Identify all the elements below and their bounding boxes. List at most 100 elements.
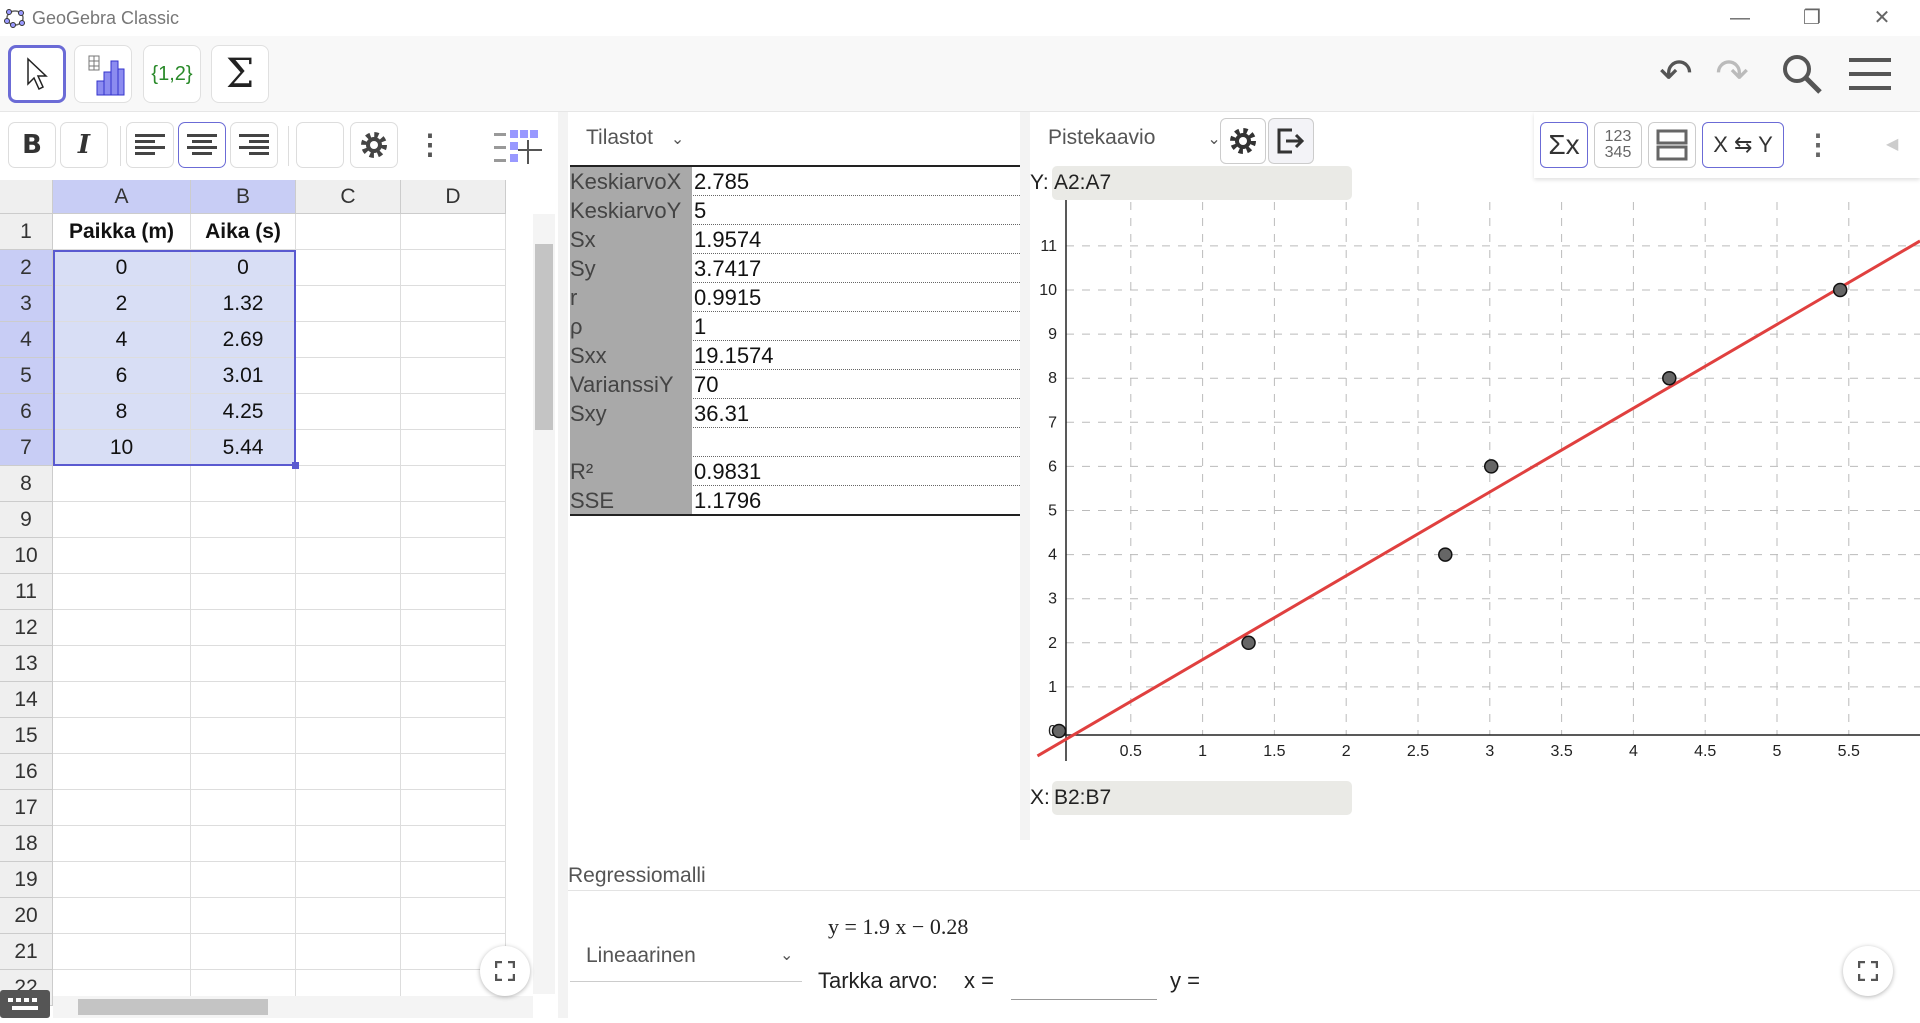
table-cell[interactable] [401, 430, 506, 466]
table-cell[interactable]: 10 [53, 430, 191, 466]
x-value-input[interactable] [1011, 966, 1157, 1000]
table-cell[interactable] [191, 502, 296, 538]
table-cell[interactable] [296, 502, 401, 538]
table-cell[interactable] [401, 718, 506, 754]
search-button[interactable] [1774, 46, 1830, 102]
fullscreen-button[interactable] [480, 946, 530, 996]
table-cell[interactable] [401, 214, 506, 250]
table-cell[interactable] [296, 934, 401, 970]
table-cell[interactable]: Aika (s) [191, 214, 296, 250]
keyboard-button[interactable] [0, 990, 50, 1018]
table-cell[interactable]: 4.25 [191, 394, 296, 430]
table-cell[interactable]: 8 [53, 394, 191, 430]
table-cell[interactable] [296, 610, 401, 646]
y-range-input[interactable]: A2:A7 [1052, 166, 1352, 200]
list-tool-button[interactable]: {1,2} [143, 45, 201, 103]
scatter-plot[interactable]: 0.511.522.533.544.555.512345678910110 [1030, 200, 1920, 772]
restore-button[interactable]: ❐ [1803, 7, 1821, 29]
panel-divider[interactable] [1020, 112, 1030, 840]
redo-button[interactable]: ↷ [1715, 52, 1749, 96]
table-cell[interactable] [296, 538, 401, 574]
table-cell[interactable] [191, 934, 296, 970]
row-header[interactable]: 15 [0, 718, 53, 754]
table-cell[interactable] [53, 862, 191, 898]
table-cell[interactable] [296, 790, 401, 826]
settings-button[interactable] [350, 122, 398, 168]
x-range-input[interactable]: B2:B7 [1052, 781, 1352, 815]
table-cell[interactable] [296, 286, 401, 322]
close-button[interactable]: ✕ [1873, 7, 1891, 29]
table-cell[interactable] [401, 574, 506, 610]
table-cell[interactable] [53, 934, 191, 970]
row-header[interactable]: 9 [0, 502, 53, 538]
table-cell[interactable] [191, 646, 296, 682]
align-left-button[interactable] [126, 122, 174, 168]
main-menu-button[interactable] [1842, 46, 1898, 102]
corner-cell[interactable] [0, 180, 53, 214]
row-header[interactable]: 19 [0, 862, 53, 898]
table-cell[interactable] [401, 754, 506, 790]
table-cell[interactable] [53, 574, 191, 610]
table-cell[interactable] [401, 682, 506, 718]
row-header[interactable]: 3 [0, 286, 53, 322]
panel-divider[interactable] [558, 112, 568, 1018]
sum-tool-button[interactable]: Σ [211, 45, 269, 103]
table-cell[interactable]: 2 [53, 286, 191, 322]
column-header-c[interactable]: C [296, 180, 401, 214]
background-color-button[interactable] [296, 122, 344, 168]
row-header[interactable]: 16 [0, 754, 53, 790]
minimize-button[interactable]: — [1730, 7, 1750, 29]
regression-model-dropdown[interactable]: Lineaarinen ⌄ [570, 938, 802, 982]
table-cell[interactable] [401, 790, 506, 826]
vertical-scrollbar[interactable] [533, 214, 555, 994]
table-cell[interactable] [296, 214, 401, 250]
table-cell[interactable] [296, 646, 401, 682]
table-cell[interactable]: 1.32 [191, 286, 296, 322]
more-options-button[interactable]: ⋮ [416, 129, 444, 160]
row-header[interactable]: 20 [0, 898, 53, 934]
row-header[interactable]: 4 [0, 322, 53, 358]
table-cell[interactable] [401, 610, 506, 646]
table-cell[interactable] [53, 466, 191, 502]
table-cell[interactable] [53, 646, 191, 682]
table-cell[interactable] [401, 394, 506, 430]
table-cell[interactable] [191, 574, 296, 610]
fill-handle[interactable] [292, 462, 299, 469]
table-cell[interactable] [296, 682, 401, 718]
row-header[interactable]: 12 [0, 610, 53, 646]
row-header[interactable]: 18 [0, 826, 53, 862]
row-header[interactable]: 13 [0, 646, 53, 682]
row-header[interactable]: 7 [0, 430, 53, 466]
table-cell[interactable] [191, 790, 296, 826]
row-header[interactable]: 11 [0, 574, 53, 610]
table-cell[interactable] [191, 898, 296, 934]
table-cell[interactable] [191, 682, 296, 718]
table-cell[interactable] [401, 898, 506, 934]
table-cell[interactable] [296, 322, 401, 358]
table-cell[interactable] [296, 466, 401, 502]
table-cell[interactable] [401, 502, 506, 538]
row-header[interactable]: 21 [0, 934, 53, 970]
horizontal-scrollbar[interactable] [53, 996, 533, 1018]
row-header[interactable]: 17 [0, 790, 53, 826]
table-cell[interactable] [53, 898, 191, 934]
row-header[interactable]: 10 [0, 538, 53, 574]
table-cell[interactable] [296, 826, 401, 862]
table-cell[interactable] [401, 286, 506, 322]
spreadsheet-view-icon[interactable] [494, 130, 542, 164]
table-cell[interactable]: 6 [53, 358, 191, 394]
table-cell[interactable] [401, 466, 506, 502]
show-data-button[interactable]: 123 345 [1594, 122, 1642, 168]
table-cell[interactable]: 3.01 [191, 358, 296, 394]
table-cell[interactable]: 2.69 [191, 322, 296, 358]
more-options-button[interactable]: ⋮ [1804, 129, 1832, 160]
table-cell[interactable] [401, 862, 506, 898]
table-cell[interactable] [401, 538, 506, 574]
row-header[interactable]: 5 [0, 358, 53, 394]
table-cell[interactable]: 4 [53, 322, 191, 358]
table-cell[interactable] [401, 358, 506, 394]
bold-button[interactable]: B [8, 122, 56, 168]
table-cell[interactable]: 0 [191, 250, 296, 286]
stats-dropdown[interactable]: Tilastot ⌄ [586, 126, 684, 150]
row-header[interactable]: 14 [0, 682, 53, 718]
